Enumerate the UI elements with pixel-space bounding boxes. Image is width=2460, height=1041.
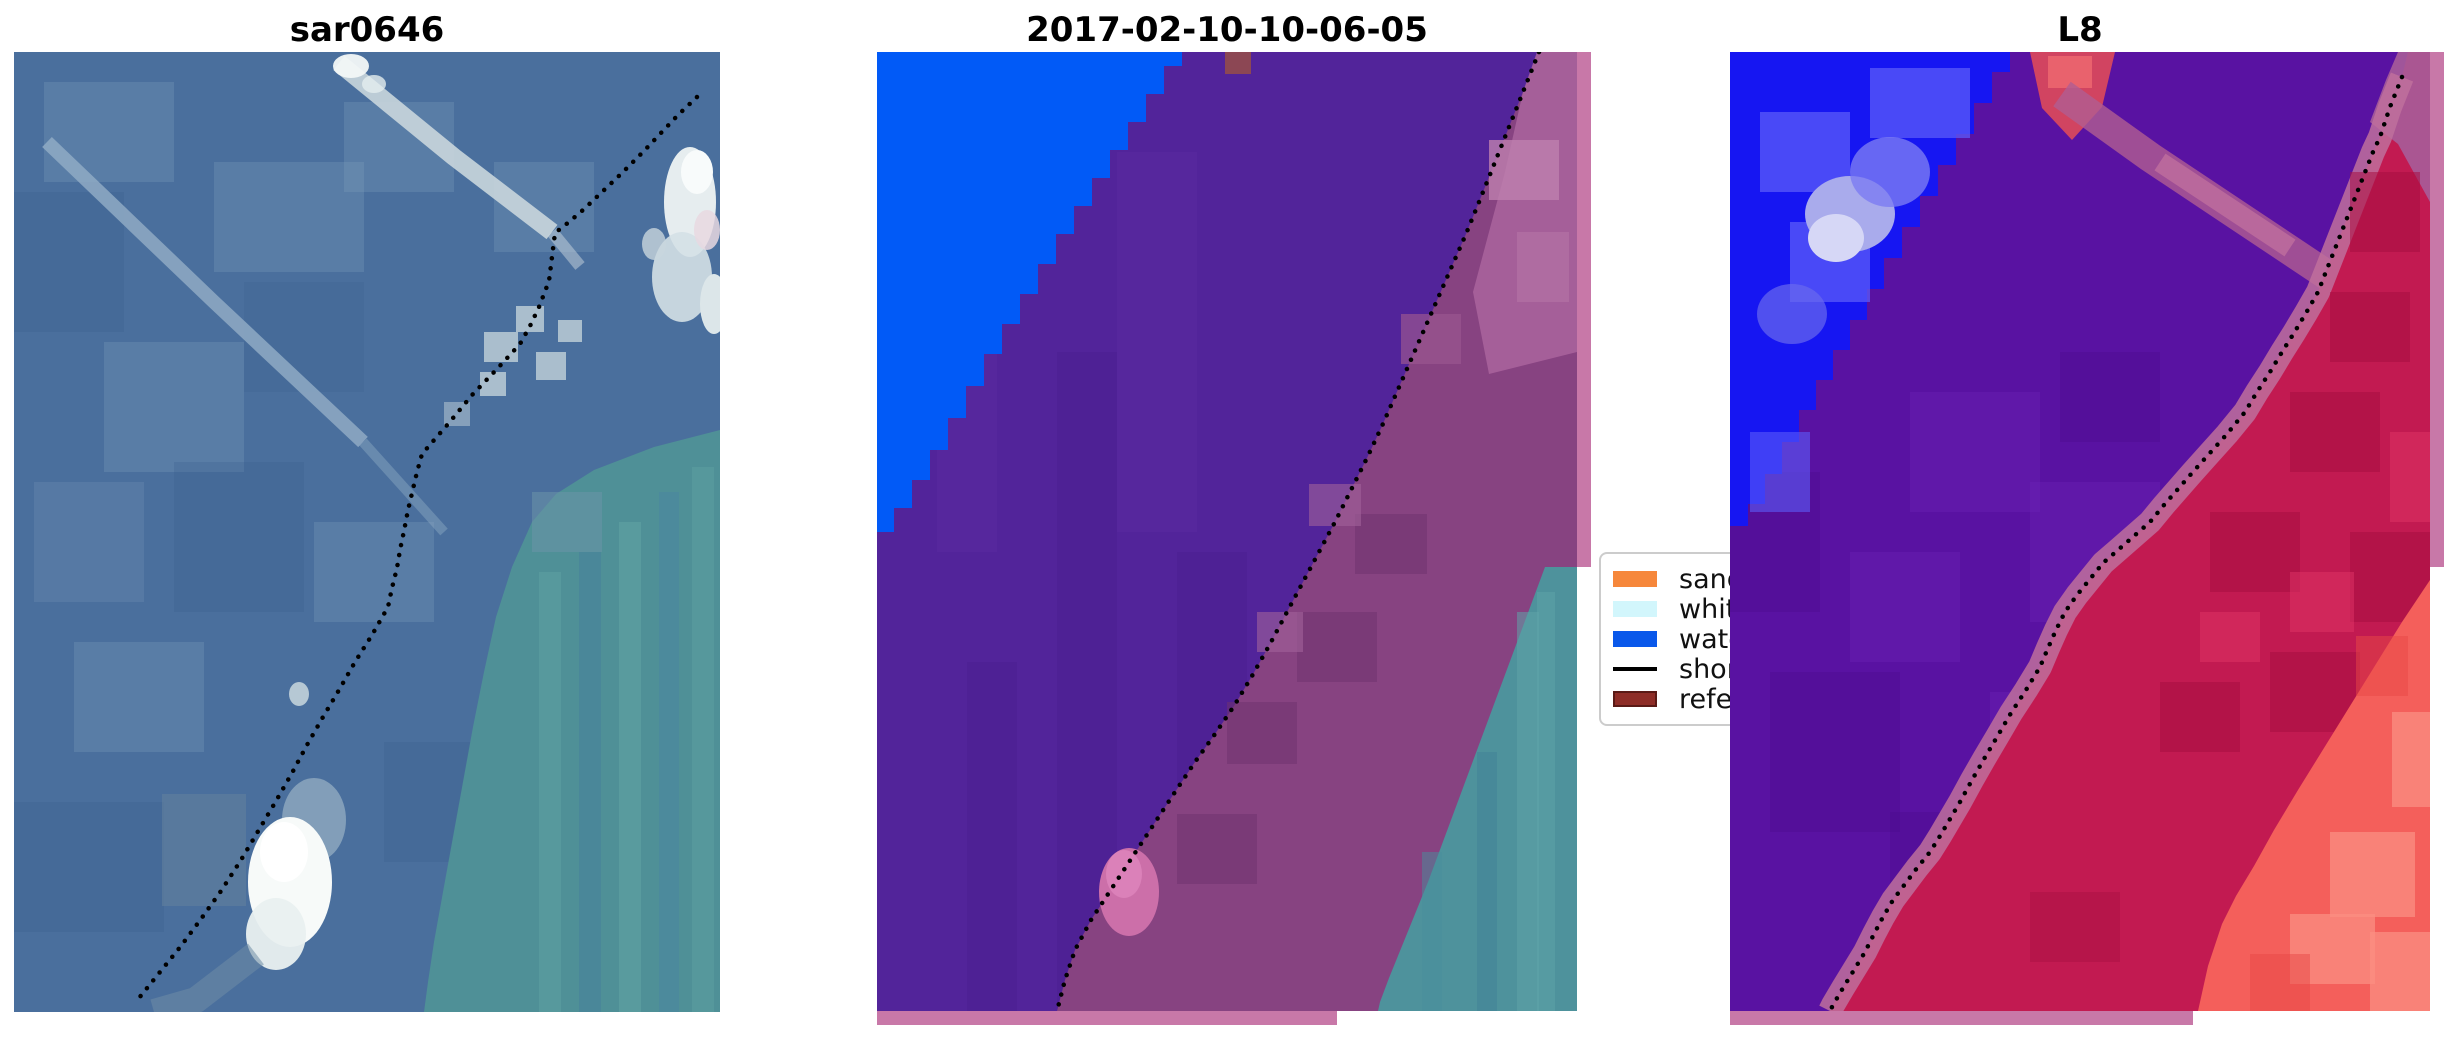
classified-image <box>877 52 1591 1025</box>
legend-line-shoreline <box>1613 667 1657 671</box>
legend-swatch-sand <box>1613 571 1657 587</box>
panel-title-l8: L8 <box>2057 10 2103 50</box>
panel-l8: L8 <box>1730 10 2446 1025</box>
panel-title-classified: 2017-02-10-10-06-05 <box>1026 10 1428 50</box>
panel-title-sar: sar0646 <box>289 10 445 50</box>
sar-image <box>14 52 720 1012</box>
panel-classified: 2017-02-10-10-06-05 <box>877 10 1593 1025</box>
legend-swatch-water <box>1613 631 1657 647</box>
l8-image <box>1730 52 2444 1025</box>
legend-swatch-whitewater <box>1613 601 1657 617</box>
legend-swatch-reference <box>1613 691 1657 707</box>
panel-sar: sar0646 <box>14 10 720 1012</box>
